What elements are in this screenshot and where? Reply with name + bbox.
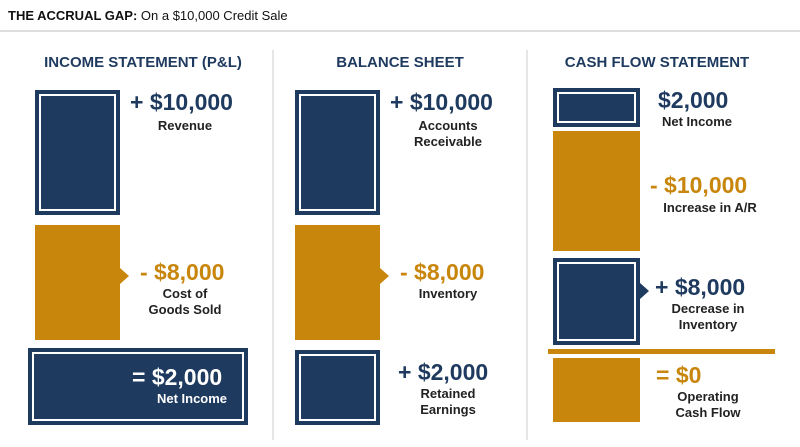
label: Cost of (163, 286, 208, 301)
label: Retained (421, 386, 476, 401)
block (295, 90, 380, 215)
label: Receivable (414, 134, 482, 149)
label: Inventory (419, 286, 478, 301)
title-rest: On a $10,000 Credit Sale (141, 8, 288, 23)
amount: + $10,000 (390, 89, 493, 115)
block-border (32, 352, 244, 421)
pointer (380, 268, 389, 284)
block (28, 348, 248, 425)
amount: + $2,000 (398, 359, 488, 385)
pointer (640, 283, 649, 299)
block (35, 90, 120, 215)
label: Accounts (418, 118, 477, 133)
column-title: INCOME STATEMENT (P&L) (44, 54, 242, 71)
label: Decrease in (672, 301, 745, 316)
amount: - $10,000 (650, 172, 747, 198)
amount: - $8,000 (140, 259, 224, 285)
label: Net Income (662, 114, 732, 129)
block (553, 88, 640, 127)
block-border (39, 94, 116, 211)
label: Earnings (420, 402, 476, 417)
label: Revenue (158, 118, 212, 133)
block-border (299, 94, 376, 211)
amount: + $10,000 (130, 89, 233, 115)
label: Goods Sold (149, 302, 222, 317)
block (295, 225, 380, 340)
amount: + $8,000 (655, 274, 745, 300)
label: Net Income (157, 391, 227, 406)
pointer (120, 268, 129, 284)
block-border (557, 92, 636, 123)
label: Increase in A/R (663, 200, 757, 215)
column-title: CASH FLOW STATEMENT (565, 54, 749, 71)
label: Cash Flow (675, 405, 741, 420)
total-rule (548, 349, 775, 354)
amount: = $0 (656, 362, 701, 388)
block-border (557, 262, 636, 341)
block-border (299, 354, 376, 421)
block (553, 258, 640, 345)
block (553, 358, 640, 422)
label: Inventory (679, 317, 738, 332)
label: Operating (677, 389, 738, 404)
amount: $2,000 (658, 87, 728, 113)
block (295, 350, 380, 425)
title: THE ACCRUAL GAP: On a $10,000 Credit Sal… (8, 8, 288, 23)
amount: - $8,000 (400, 259, 484, 285)
block (553, 131, 640, 251)
column-title: BALANCE SHEET (336, 54, 464, 71)
title-bold: THE ACCRUAL GAP: (8, 8, 137, 23)
amount: = $2,000 (132, 364, 222, 390)
block (35, 225, 120, 340)
